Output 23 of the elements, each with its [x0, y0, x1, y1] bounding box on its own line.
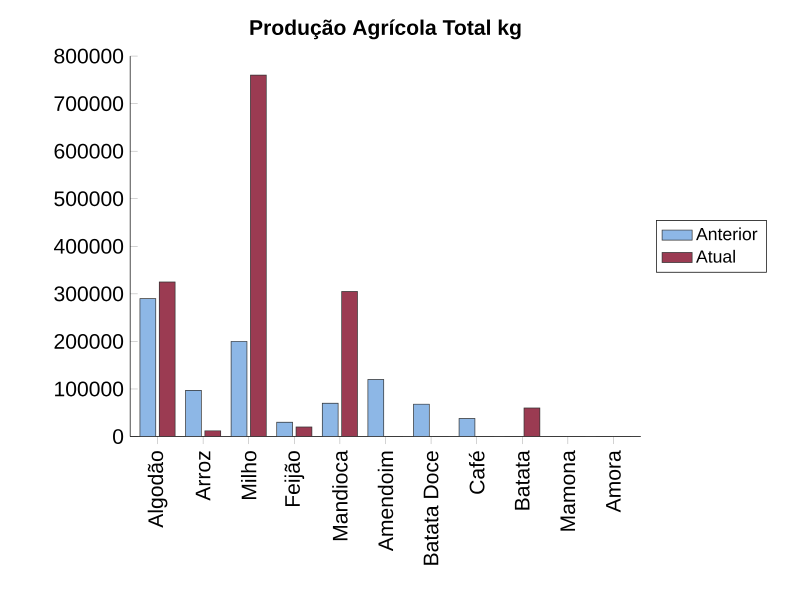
y-tick-label: 200000: [54, 334, 124, 350]
y-tick-label: 100000: [55, 382, 124, 397]
y-tick-label: 300000: [54, 286, 124, 302]
x-tick-label: Mandioca: [332, 450, 348, 540]
x-tick-label: Batata Doce: [424, 451, 438, 565]
y-tick-label: 500000: [54, 191, 124, 206]
x-tick-label: Arroz: [196, 451, 210, 501]
x-tick-label: Feijão: [284, 451, 304, 506]
x-tick-label: Algodão: [148, 451, 168, 528]
y-tick-label: 600000: [54, 144, 124, 159]
x-tick-label: Batata: [514, 450, 530, 510]
y-tick-label: 400000: [54, 238, 124, 254]
y-tick-label: 0: [113, 429, 124, 444]
x-tick-label: Amora: [606, 450, 621, 513]
y-tick-label: 800000: [54, 48, 124, 64]
x-tick-label: Mamona: [560, 450, 576, 531]
x-tick-label: Café: [468, 451, 485, 494]
legend-label: Atual: [696, 250, 735, 263]
x-tick-label: Amendoim: [378, 452, 394, 552]
x-tick-label: Milho: [240, 451, 256, 500]
y-tick-label: 700000: [54, 96, 124, 112]
chart-title: Produção Agrícola Total kg: [250, 19, 521, 40]
legend-label: Anterior: [696, 228, 758, 240]
